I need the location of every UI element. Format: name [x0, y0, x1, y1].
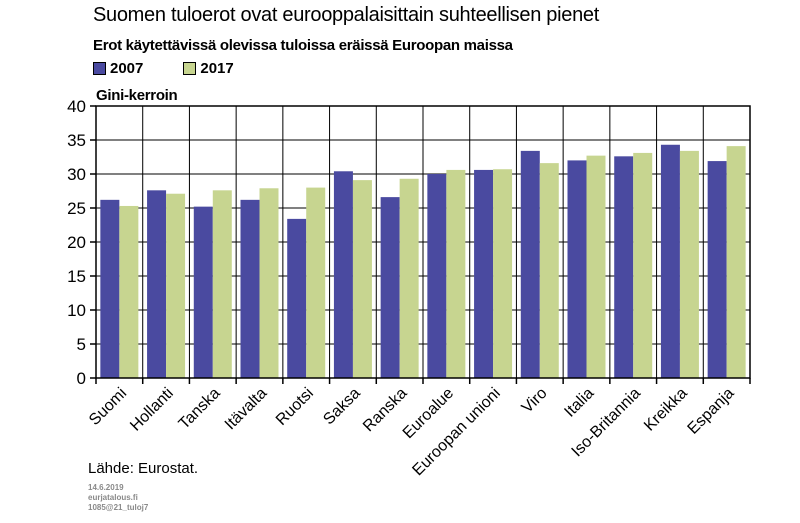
bar-2007 — [614, 156, 634, 378]
bar-2007 — [567, 160, 587, 378]
source-note: Lähde: Eurostat. — [88, 460, 199, 477]
y-tick-label: 30 — [67, 165, 86, 184]
bar-2017 — [306, 187, 326, 378]
legend-swatch-2017 — [183, 62, 197, 75]
bar-2007 — [380, 197, 400, 378]
y-tick-label: 20 — [67, 233, 86, 252]
y-tick-label: 25 — [67, 199, 86, 218]
bar-2017 — [259, 188, 279, 378]
y-tick-label: 40 — [67, 97, 86, 116]
bar-2007 — [660, 144, 680, 378]
y-axis-label: Gini-kerroin — [96, 87, 178, 104]
x-tick-label: Espanja — [685, 385, 738, 438]
bar-2007 — [100, 199, 120, 378]
x-tick-label: Tanska — [176, 385, 224, 433]
bar-2017 — [633, 152, 653, 378]
legend-label-2017: 2017 — [200, 60, 234, 77]
x-tick-label: Viro — [519, 385, 551, 417]
x-tick-label: Suomi — [86, 385, 130, 429]
meta-site: eurjatalous.fi — [88, 493, 138, 502]
legend-label-2007: 2007 — [110, 60, 144, 77]
x-tick-label: Kreikka — [641, 385, 691, 435]
bar-2017 — [352, 180, 372, 378]
bar-2017 — [679, 150, 699, 378]
legend-swatch-2007 — [93, 62, 106, 75]
chart-title: Suomen tuloerot ovat eurooppalaisittain … — [93, 4, 599, 26]
bar-2007 — [474, 169, 494, 378]
bar-2007 — [240, 199, 260, 378]
bar-2007 — [193, 206, 213, 378]
bar-2007 — [427, 174, 447, 378]
y-tick-label: 5 — [77, 335, 86, 354]
meta-code: 1085@21_tuloj7 — [88, 503, 149, 512]
bar-2017 — [212, 190, 232, 378]
chart-subtitle: Erot käytettävissä olevissa tuloissa erä… — [93, 37, 513, 54]
y-tick-label: 10 — [67, 301, 86, 320]
x-tick-label: Itävalta — [222, 385, 271, 434]
legend: 2007 2017 — [93, 60, 234, 77]
meta-date: 14.6.2019 — [88, 483, 124, 492]
bar-2007 — [287, 218, 307, 378]
x-tick-label: Italia — [561, 385, 597, 421]
bar-2017 — [493, 169, 513, 378]
bar-2017 — [586, 155, 606, 378]
bar-2017 — [399, 178, 419, 378]
bar-2017 — [446, 169, 466, 378]
x-tick-label: Ruotsi — [273, 385, 317, 429]
legend-item-2007: 2007 — [93, 60, 143, 77]
bar-2007 — [147, 190, 167, 378]
bar-2017 — [119, 205, 139, 378]
y-tick-label: 0 — [77, 369, 86, 388]
y-tick-label: 35 — [67, 131, 86, 150]
legend-item-2017: 2017 — [183, 60, 234, 77]
bar-2007 — [333, 171, 353, 378]
bar-2017 — [539, 163, 559, 378]
x-tick-label: Euroopan unioni — [409, 385, 503, 479]
x-tick-label: Saksa — [320, 385, 364, 429]
bar-2017 — [166, 193, 186, 378]
x-tick-label: Hollanti — [127, 385, 177, 435]
bar-2017 — [726, 146, 746, 378]
bar-2007 — [520, 150, 540, 378]
y-tick-label: 15 — [67, 267, 86, 286]
bar-2007 — [707, 161, 727, 378]
